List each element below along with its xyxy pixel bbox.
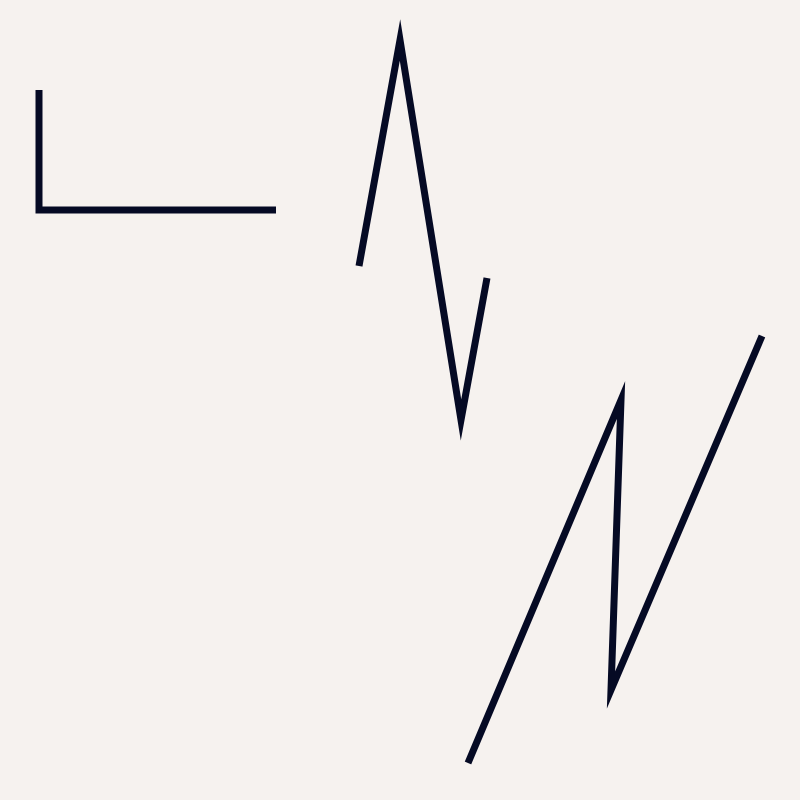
l-shape-stroke (35, 90, 276, 214)
zigzag-upper-stroke (355, 19, 491, 441)
zigzag-lower-stroke (464, 334, 766, 765)
